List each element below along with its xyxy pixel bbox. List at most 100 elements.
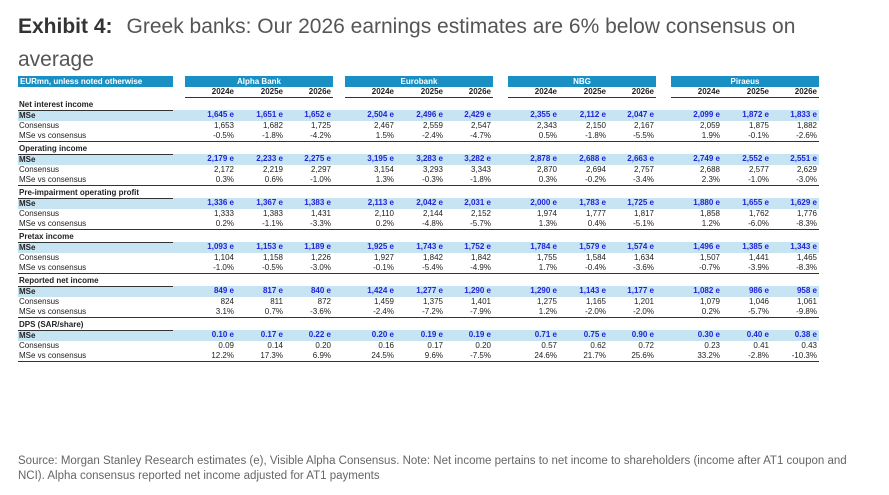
spacer-cell xyxy=(656,262,671,274)
value-cell: -3.6% xyxy=(285,306,333,318)
value-cell: -1.8% xyxy=(236,130,285,142)
value-cell: 2,504 e xyxy=(345,110,396,121)
value-cell: 3,195 e xyxy=(345,154,396,165)
value-cell: 1,880 e xyxy=(671,198,722,209)
value-cell: 2,355 e xyxy=(508,110,559,121)
section-title: Net interest income xyxy=(18,97,173,111)
value-cell: 3,343 xyxy=(470,164,491,174)
value-cell: 1,441 xyxy=(748,252,769,262)
value-cell: 2,297 xyxy=(310,164,331,174)
value-cell: 2,577 xyxy=(748,164,769,174)
spacer-cell xyxy=(656,198,671,209)
row-label: Consensus xyxy=(19,208,60,218)
value-cell: 0.7% xyxy=(236,306,285,318)
row-label: MSe xyxy=(18,110,173,121)
table-row: Consensus 1,333 1,383 1,431 2,110 2,144 2,152 1… xyxy=(18,209,819,219)
estimates-table: EURmn, unless noted otherwise Alpha Bank… xyxy=(18,76,819,362)
value-cell: 0.57 xyxy=(541,340,557,350)
spacer-cell xyxy=(493,130,508,142)
value-cell: 1,290 e xyxy=(445,286,493,297)
value-cell: 1,104 xyxy=(213,252,234,262)
value-cell: 0.10 e xyxy=(185,330,236,341)
year-header: 2026e xyxy=(608,87,656,98)
value-cell: 1,872 e xyxy=(722,110,771,121)
value-cell: 0.71 e xyxy=(508,330,559,341)
value-cell: 1,465 xyxy=(796,252,817,262)
value-cell: -2.4% xyxy=(396,130,445,142)
table-row: Consensus 1,104 1,158 1,226 1,927 1,842 1,842 1… xyxy=(18,253,819,263)
spacer-cell xyxy=(333,130,345,142)
value-cell: 2,152 xyxy=(470,208,491,218)
spacer-cell xyxy=(656,209,671,219)
year-header: 2026e xyxy=(771,87,819,98)
value-cell: 3,282 e xyxy=(445,154,493,165)
value-cell: 1.7% xyxy=(508,262,559,274)
value-cell: 1,079 xyxy=(699,296,720,306)
value-cell: 1,290 e xyxy=(508,286,559,297)
spacer-cell xyxy=(493,286,508,297)
value-cell: -2.4% xyxy=(345,306,396,318)
value-cell: 1,496 e xyxy=(671,242,722,253)
value-cell: 1,277 e xyxy=(396,286,445,297)
year-header: 2026e xyxy=(445,87,493,98)
value-cell: -0.3% xyxy=(396,174,445,186)
exhibit-title: Exhibit 4: Greek banks: Our 2026 earnings… xyxy=(18,10,868,76)
value-cell: 1,743 e xyxy=(396,242,445,253)
value-cell: 1,927 xyxy=(373,252,394,262)
value-cell: -0.5% xyxy=(185,130,236,142)
bank-header: Alpha Bank xyxy=(185,76,333,87)
value-cell: 2,878 e xyxy=(508,154,559,165)
value-cell: 1,165 xyxy=(585,296,606,306)
year-header: 2024e xyxy=(345,87,396,98)
spacer-cell xyxy=(493,253,508,263)
spacer-cell xyxy=(333,110,345,121)
value-cell: 0.22 e xyxy=(285,330,333,341)
table-row: MSe 1,645 e 1,651 e 1,652 e 2,504 e 2,496 e 2,… xyxy=(18,110,819,121)
value-cell: 2,042 e xyxy=(396,198,445,209)
value-cell: 840 e xyxy=(285,286,333,297)
units-note: EURmn, unless noted otherwise xyxy=(18,76,173,87)
value-cell: 1,634 xyxy=(633,252,654,262)
year-header-row: 2024e 2025e 2026e 2024e 2025e 2026e 2024… xyxy=(18,87,819,98)
spacer-cell xyxy=(493,306,508,318)
value-cell: 21.7% xyxy=(559,350,608,362)
value-cell: 12.2% xyxy=(185,350,236,362)
spacer-cell xyxy=(333,262,345,274)
section-header-row: DPS (SAR/share) xyxy=(18,317,819,331)
spacer-cell xyxy=(173,286,185,297)
bank-header: Piraeus xyxy=(671,76,819,87)
spacer-cell xyxy=(493,330,508,341)
value-cell: 17.3% xyxy=(236,350,285,362)
value-cell: 2,663 e xyxy=(608,154,656,165)
row-label: MSe vs consensus xyxy=(18,262,173,274)
value-cell: 1,925 e xyxy=(345,242,396,253)
value-cell: 0.20 xyxy=(475,340,491,350)
value-cell: 1,401 xyxy=(470,296,491,306)
value-cell: -9.8% xyxy=(771,306,819,318)
value-cell: 25.6% xyxy=(608,350,656,362)
spacer-cell xyxy=(656,165,671,175)
row-label: MSe vs consensus xyxy=(18,306,173,318)
row-label: MSe vs consensus xyxy=(18,130,173,142)
value-cell: -0.4% xyxy=(559,262,608,274)
spacer-cell xyxy=(173,165,185,175)
table-row: MSe vs consensus 0.3% 0.6% -1.0% 1.3% -0.3% -1… xyxy=(18,174,819,186)
value-cell: 0.2% xyxy=(671,306,722,318)
value-cell: -0.1% xyxy=(345,262,396,274)
value-cell: 1,383 e xyxy=(285,198,333,209)
row-label: MSe xyxy=(18,198,173,209)
value-cell: 33.2% xyxy=(671,350,722,362)
value-cell: 1,153 e xyxy=(236,242,285,253)
value-cell: 1,579 e xyxy=(559,242,608,253)
value-cell: -3.4% xyxy=(608,174,656,186)
value-cell: 2,172 xyxy=(213,164,234,174)
value-cell: 0.2% xyxy=(345,218,396,230)
value-cell: 0.09 xyxy=(218,340,234,350)
value-cell: 1,385 e xyxy=(722,242,771,253)
value-cell: 2,167 xyxy=(633,120,654,130)
value-cell: 1.3% xyxy=(508,218,559,230)
value-cell: 2,275 e xyxy=(285,154,333,165)
year-header: 2026e xyxy=(285,87,333,98)
value-cell: 1,776 xyxy=(796,208,817,218)
